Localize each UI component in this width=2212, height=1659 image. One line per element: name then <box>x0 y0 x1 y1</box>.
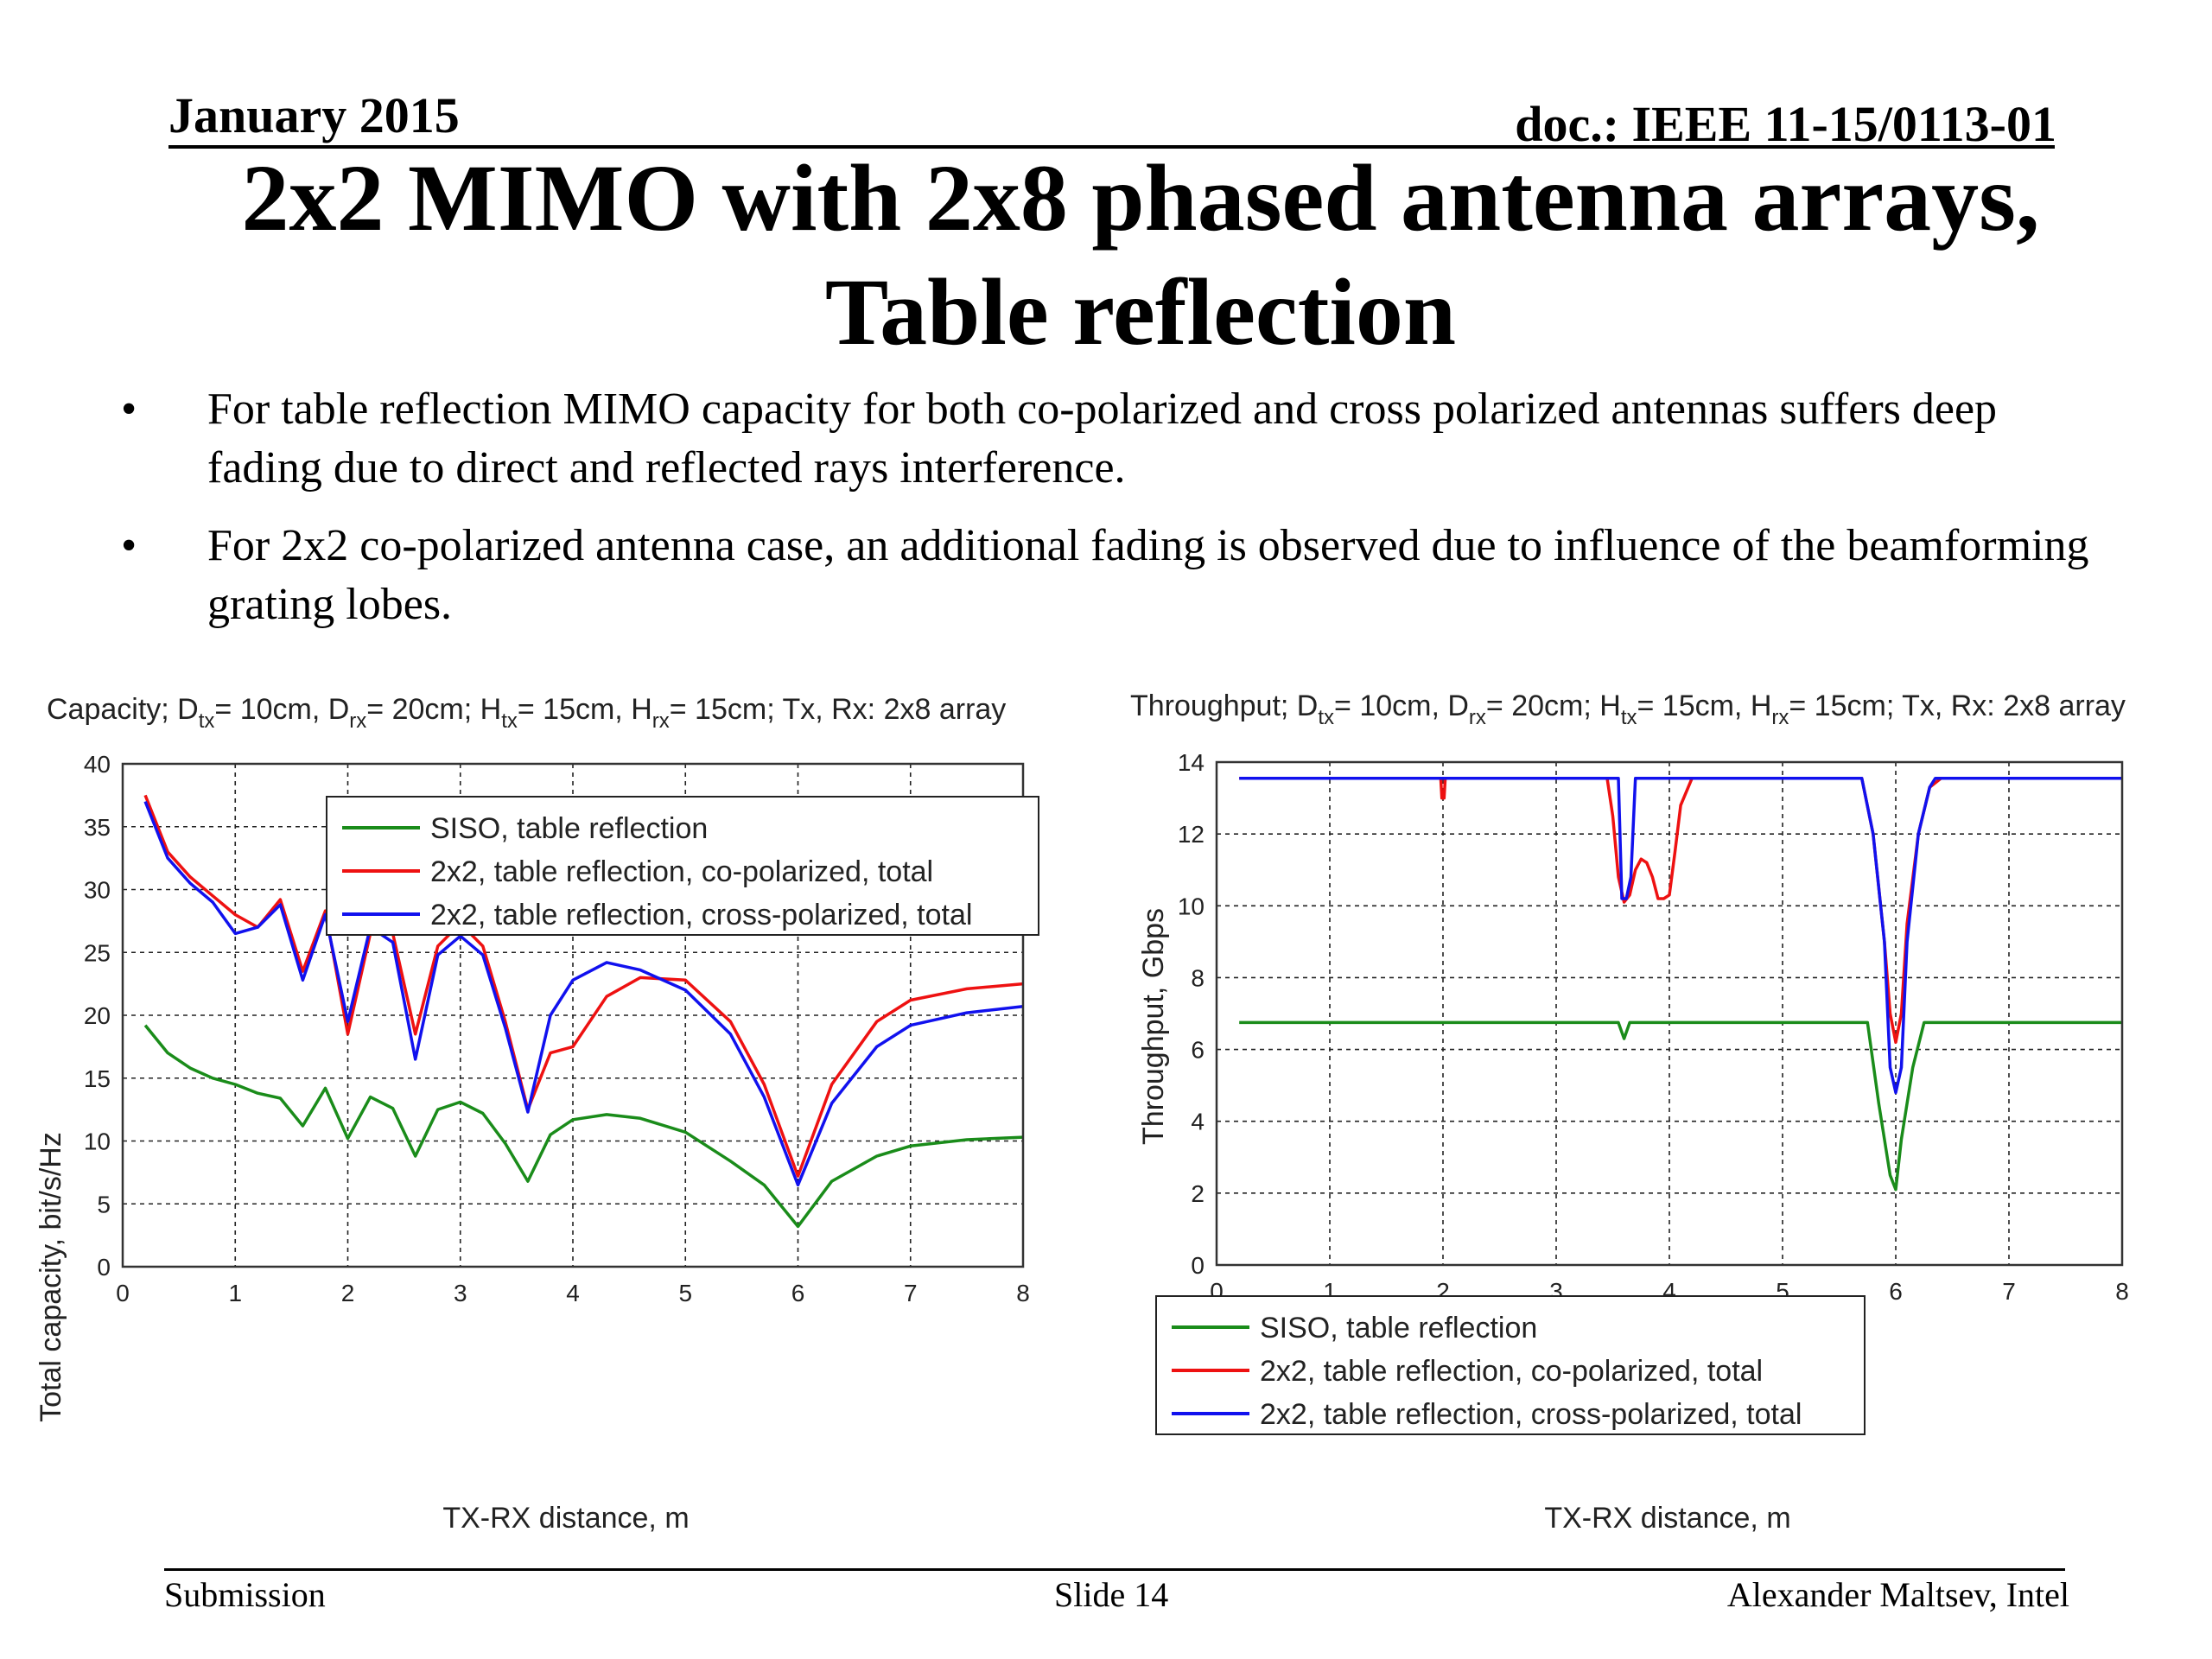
y-tick-label: 10 <box>84 1128 111 1155</box>
capacity-chart: Capacity; Dtx= 10cm, Drx= 20cm; Htx= 15c… <box>35 693 1039 1535</box>
series-line-co-polarized <box>1239 776 2122 1045</box>
legend-entry: 2x2, table reflection, cross-polarized, … <box>1260 1398 1802 1431</box>
plot-frame <box>121 762 1025 1268</box>
slide-title-line-1: 2x2 MIMO with 2x8 phased antenna arrays, <box>241 145 2040 251</box>
legend-entry: SISO, table reflection <box>1260 1312 1537 1344</box>
throughput-chart: Throughput; Dtx= 10cm, Drx= 20cm; Htx= 1… <box>1130 690 2129 1535</box>
header-date: January 2015 <box>168 87 460 143</box>
y-tick-label: 25 <box>84 939 111 966</box>
y-axis-label: Total capacity, bit/s/Hz <box>35 1132 67 1422</box>
slide-title-line-2: Table reflection <box>824 259 1457 365</box>
y-tick-label: 15 <box>84 1065 111 1092</box>
chart-title: Capacity; Dtx= 10cm, Drx= 20cm; Htx= 15c… <box>47 693 1006 733</box>
x-tick-label: 1 <box>228 1280 242 1306</box>
x-axis-label: TX-RX distance, m <box>442 1502 689 1535</box>
series-lines <box>143 794 1024 1229</box>
series-line-cross-polarized <box>1239 776 2122 1095</box>
y-tick-label: 12 <box>1178 821 1205 848</box>
series-line-siso <box>143 1024 1024 1229</box>
x-tick-label: 2 <box>341 1280 355 1306</box>
series-line-siso <box>1239 1020 2122 1192</box>
series-lines <box>1239 776 2122 1192</box>
y-tick-label: 40 <box>84 751 111 778</box>
y-tick-label: 0 <box>1191 1252 1205 1279</box>
y-tick-label: 8 <box>1191 964 1205 991</box>
header-doc-number: doc.: IEEE 11-15/0113-01 <box>1515 96 2056 152</box>
series-line-cross-polarized <box>143 800 1024 1187</box>
slide-title: 2x2 MIMO with 2x8 phased antenna arrays,… <box>0 141 2212 369</box>
y-axis-label: Throughput, Gbps <box>1137 908 1170 1145</box>
legend-entry: SISO, table reflection <box>430 812 708 845</box>
y-tick-label: 10 <box>1178 893 1205 919</box>
y-tick-label: 6 <box>1191 1037 1205 1064</box>
y-tick-label: 20 <box>84 1002 111 1029</box>
legend-box <box>326 796 1039 936</box>
bullet-text: For 2x2 co-polarized antenna case, an ad… <box>207 521 2089 629</box>
x-tick-label: 0 <box>116 1280 130 1306</box>
y-tick-label: 4 <box>1191 1109 1205 1135</box>
footer-divider <box>164 1568 2065 1571</box>
header-divider <box>168 145 2055 149</box>
plot-frame <box>1215 760 2124 1267</box>
x-tick-label: 6 <box>1889 1278 1903 1305</box>
legend-entry: 2x2, table reflection, co-polarized, tot… <box>1260 1355 1763 1388</box>
x-tick-label: 5 <box>678 1280 692 1306</box>
y-tick-label: 0 <box>97 1254 111 1281</box>
legend: SISO, table reflection 2x2, table reflect… <box>1155 1295 1866 1435</box>
grid <box>1217 762 2122 1265</box>
chart-title: Throughput; Dtx= 10cm, Drx= 20cm; Htx= 1… <box>1130 690 2126 729</box>
x-tick-label: 8 <box>2115 1278 2129 1305</box>
y-tick-label: 35 <box>84 814 111 841</box>
x-tick-label: 7 <box>904 1280 918 1306</box>
x-tick-label: 7 <box>2002 1278 2016 1305</box>
legend: SISO, table reflection 2x2, table reflect… <box>326 796 1039 936</box>
y-tick-label: 14 <box>1178 749 1205 776</box>
y-tick-label: 30 <box>84 877 111 904</box>
x-tick-label: 8 <box>1016 1280 1030 1306</box>
footer-left: Submission <box>164 1575 326 1614</box>
bullet-marker: • <box>121 521 137 570</box>
footer-author: Alexander Maltsev, Intel <box>1726 1575 2069 1614</box>
bullet-text: For table reflection MIMO capacity for b… <box>207 385 1998 493</box>
legend-box <box>1155 1295 1866 1435</box>
y-tick-label: 5 <box>97 1191 111 1217</box>
x-tick-label: 3 <box>454 1280 467 1306</box>
slide-number: Slide 14 <box>1054 1575 1169 1614</box>
x-tick-label: 4 <box>566 1280 580 1306</box>
legend-entry: 2x2, table reflection, cross-polarized, … <box>430 899 972 931</box>
x-tick-label: 6 <box>791 1280 805 1306</box>
legend-entry: 2x2, table reflection, co-polarized, tot… <box>430 855 933 888</box>
y-tick-label: 2 <box>1191 1180 1205 1207</box>
x-axis-label: TX-RX distance, m <box>1544 1502 1790 1535</box>
bullet-marker: • <box>121 385 137 434</box>
tick-labels: 0 1 2 3 4 5 6 7 8 0 5 10 15 20 25 30 35 40 <box>84 751 1030 1306</box>
